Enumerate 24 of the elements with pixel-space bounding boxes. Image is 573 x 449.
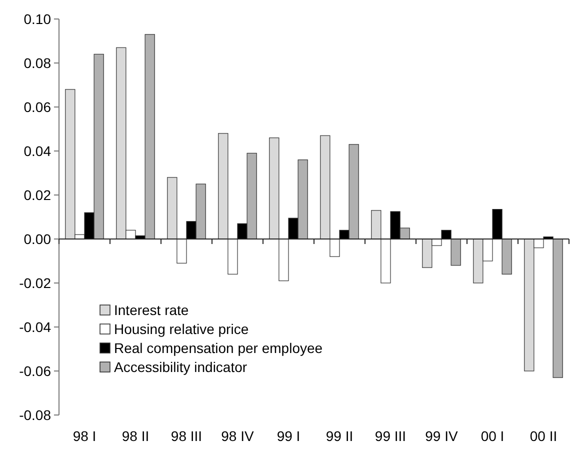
y-tick-label: 0.06 (24, 98, 52, 115)
x-tick-label: 99 I (276, 428, 300, 444)
x-tick-label: 00 II (530, 428, 558, 444)
x-tick-label: 99 II (326, 428, 354, 444)
legend-label: Interest rate (114, 302, 189, 318)
y-tick-label: -0.06 (19, 362, 52, 379)
y-tick-label: 0.08 (24, 54, 52, 71)
x-tick-label: 98 III (170, 428, 202, 444)
x-tick-label: 99 IV (425, 428, 458, 444)
y-tick-label: 0.02 (24, 186, 52, 203)
legend-label: Accessibility indicator (114, 358, 248, 375)
y-tick-label: -0.02 (19, 274, 52, 291)
y-tick-label: -0.04 (19, 318, 52, 335)
y-tick-label: 0.00 (24, 230, 52, 247)
legend-label: Real compensation per employee (114, 340, 323, 356)
y-tick-label: 0.04 (24, 142, 52, 159)
legend-label: Housing relative price (114, 320, 249, 337)
x-tick-label: 98 II (122, 428, 150, 444)
y-tick-label: -0.08 (19, 406, 52, 423)
y-tick-label: 0.10 (24, 10, 52, 27)
x-tick-label: 00 I (480, 428, 504, 444)
x-tick-label: 99 III (374, 428, 406, 444)
x-tick-label: 98 I (72, 428, 96, 444)
x-tick-label: 98 IV (221, 428, 254, 444)
